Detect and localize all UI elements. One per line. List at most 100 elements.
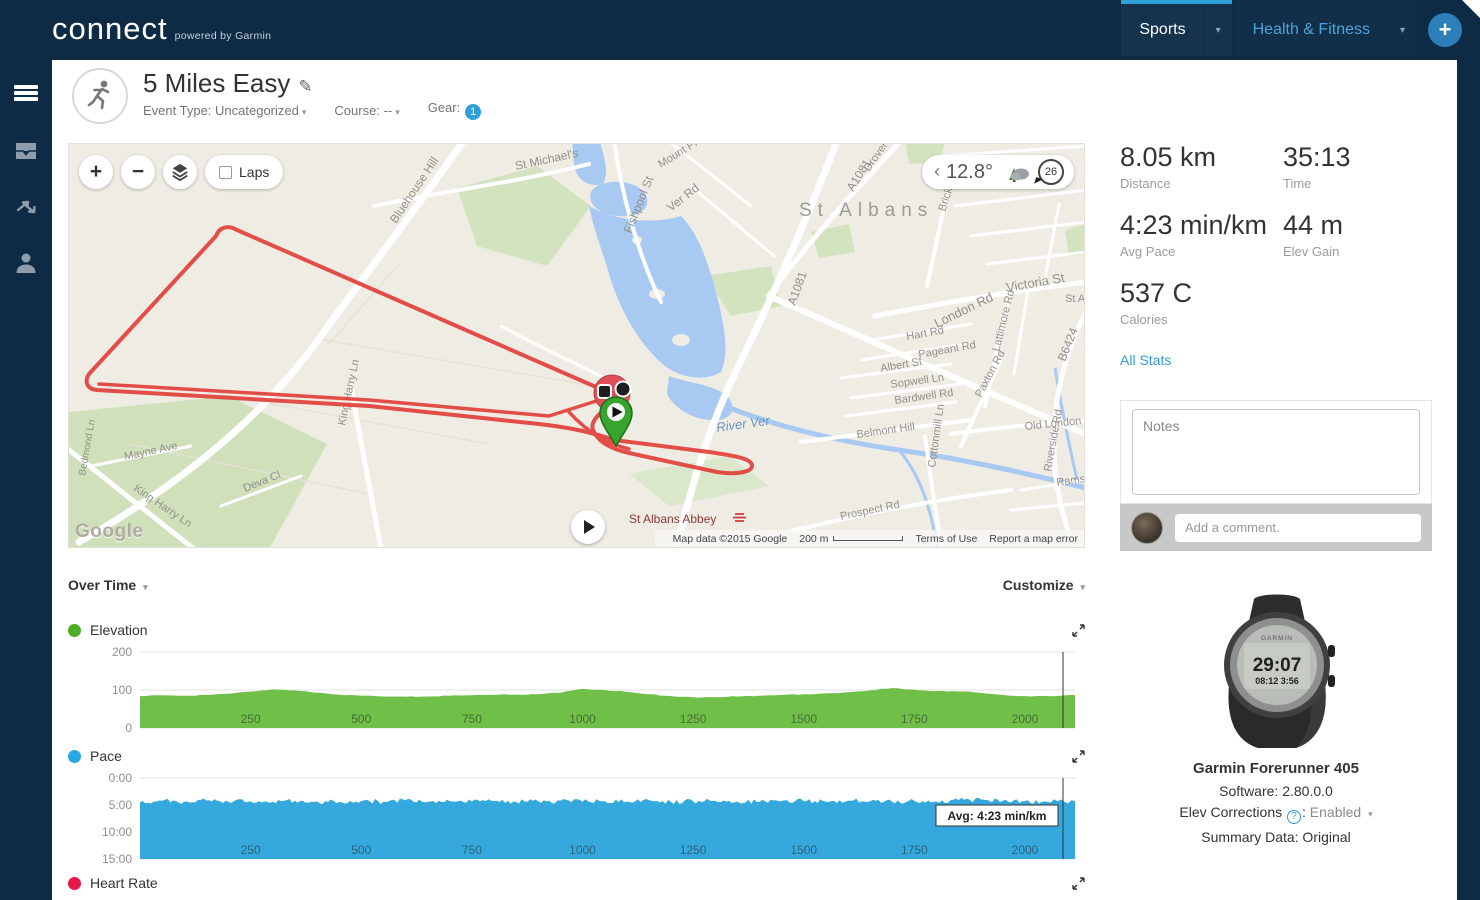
layers-button[interactable] — [163, 155, 197, 189]
notes-input[interactable] — [1132, 409, 1420, 495]
activity-title: 5 Miles Easy — [143, 68, 291, 98]
expand-pace-icon[interactable] — [1072, 749, 1085, 763]
svg-text:1750: 1750 — [901, 843, 928, 857]
svg-text:1000: 1000 — [569, 712, 596, 726]
svg-text:200: 200 — [112, 646, 132, 659]
tab-sports[interactable]: Sports ▾ — [1121, 0, 1232, 56]
svg-text:0: 0 — [125, 721, 132, 734]
pace-dot-icon — [68, 749, 81, 763]
customize-dropdown[interactable]: Customize ▾ — [1002, 577, 1085, 593]
svg-text:750: 750 — [462, 843, 482, 857]
all-stats-link[interactable]: All Stats — [1120, 352, 1172, 368]
map-street-label: River Ver — [715, 413, 771, 435]
connections-icon[interactable] — [0, 184, 52, 230]
pace-chart[interactable]: 0:00 5:00 10:00 15:00 250 500 750 1000 1250 1500 1… — [68, 772, 1085, 864]
calories-value: 537 C — [1120, 278, 1193, 308]
laps-toggle[interactable]: Laps — [205, 155, 284, 189]
activity-meta: Event Type: Uncategorized ▾ Course: -- ▾ G… — [143, 100, 509, 120]
comment-bar — [1120, 504, 1432, 551]
elev-gain-label: Elev Gain — [1283, 244, 1340, 259]
svg-text:1500: 1500 — [790, 712, 817, 726]
logo-tagline: powered by Garmin — [174, 30, 272, 42]
svg-text:250: 250 — [241, 712, 261, 726]
svg-text:1250: 1250 — [680, 843, 707, 857]
svg-text:500: 500 — [351, 843, 371, 857]
elev-corrections-value[interactable]: Enabled ▾ — [1309, 804, 1373, 820]
temperature-value: 12.8° — [946, 160, 993, 183]
weather-widget: ‹ 12.8° 26 — [922, 155, 1074, 189]
map-data-credit: Map data ©2015 Google — [672, 532, 788, 545]
map-street-label: St Albans — [799, 200, 933, 221]
user-avatar[interactable] — [1131, 511, 1163, 544]
wind-value: 26 — [1044, 166, 1058, 178]
stat-time: 35:13 Time — [1283, 142, 1351, 191]
device-image: GARMIN 29:07 08:12 3:56 — [1192, 593, 1362, 753]
playback-position-marker[interactable] — [599, 396, 633, 448]
expand-heart-rate-icon[interactable] — [1072, 876, 1085, 890]
stat-calories: 537 C Calories — [1120, 278, 1192, 327]
gear-item[interactable]: Gear: 1 — [428, 100, 482, 120]
svg-text:0:00: 0:00 — [109, 772, 133, 785]
menu-icon[interactable] — [0, 70, 52, 116]
course-dropdown[interactable]: Course: -- ▾ — [334, 102, 400, 118]
event-type-dropdown[interactable]: Event Type: Uncategorized ▾ — [143, 102, 307, 118]
tab-sports-label: Sports — [1139, 21, 1186, 38]
over-time-dropdown[interactable]: Over Time ▾ — [68, 577, 148, 593]
edit-title-icon[interactable]: ✎ — [298, 77, 313, 96]
svg-text:15:00: 15:00 — [102, 852, 132, 864]
svg-text:250: 250 — [241, 843, 261, 857]
layers-icon — [172, 163, 188, 182]
time-value: 35:13 — [1283, 142, 1351, 172]
heart-rate-label: Heart Rate — [90, 875, 158, 891]
zoom-out-button[interactable]: − — [121, 155, 155, 189]
inbox-icon[interactable] — [0, 128, 52, 174]
distance-value: 8.05 km — [1120, 142, 1217, 172]
comment-input[interactable] — [1175, 513, 1421, 542]
tab-health-fitness[interactable]: Health & Fitness ▾ — [1234, 0, 1416, 56]
stat-distance: 8.05 km Distance — [1120, 142, 1216, 191]
help-icon[interactable]: ? — [1287, 809, 1301, 824]
svg-text:1750: 1750 — [901, 712, 928, 726]
add-button[interactable]: + — [1428, 13, 1462, 47]
elevation-legend: Elevation — [68, 622, 1085, 638]
map-street-label: St Alba — [1065, 293, 1085, 305]
weather-condition-icon — [1009, 168, 1029, 182]
expand-elevation-icon[interactable] — [1072, 623, 1085, 637]
elev-corrections-row: Elev Corrections ?: Enabled ▾ — [1179, 804, 1373, 824]
heart-rate-dot-icon — [68, 876, 81, 890]
watch-sub-text: 08:12 3:56 — [1255, 676, 1299, 686]
terms-of-use-link[interactable]: Terms of Use — [915, 532, 978, 545]
connect-logo[interactable]: connect powered by Garmin — [52, 11, 271, 47]
weather-prev-chevron[interactable]: ‹ — [934, 160, 941, 181]
logo-text: connect — [52, 11, 168, 46]
top-navbar: connect powered by Garmin Sports ▾ Health… — [0, 0, 1480, 60]
heart-rate-legend: Heart Rate — [68, 875, 1085, 891]
svg-text:1250: 1250 — [680, 712, 707, 726]
elev-gain-value: 44 m — [1283, 210, 1344, 240]
running-activity-icon — [72, 68, 128, 124]
svg-text:1000: 1000 — [569, 843, 596, 857]
map-playback-button[interactable] — [571, 510, 605, 544]
route-track — [84, 225, 754, 476]
report-map-error-link[interactable]: Report a map error — [989, 532, 1078, 545]
svg-text:100: 100 — [112, 683, 132, 697]
watch-time-text: 29:07 — [1253, 655, 1302, 676]
corner-ribbon[interactable] — [1462, 0, 1480, 18]
wind-direction-arrow — [1034, 177, 1043, 186]
tab-health-caret[interactable]: ▾ — [1388, 4, 1416, 56]
watch-brand-text: GARMIN — [1261, 635, 1293, 642]
profile-icon[interactable] — [0, 240, 52, 286]
page-title: 5 Miles Easy ✎ — [143, 68, 313, 99]
device-info: Garmin Forerunner 405 Software: 2.80.0.0… — [1120, 760, 1432, 850]
laps-checkbox[interactable] — [219, 165, 232, 179]
left-sidebar — [0, 60, 52, 900]
nav-tabs: Sports ▾ Health & Fitness ▾ — [1121, 0, 1416, 60]
svg-text:2000: 2000 — [1012, 712, 1039, 726]
tab-health-label: Health & Fitness — [1252, 21, 1370, 38]
tab-sports-caret[interactable]: ▾ — [1203, 4, 1232, 56]
zoom-in-button[interactable]: + — [79, 155, 113, 189]
abbey-label: St Albans Abbey — [629, 512, 716, 526]
